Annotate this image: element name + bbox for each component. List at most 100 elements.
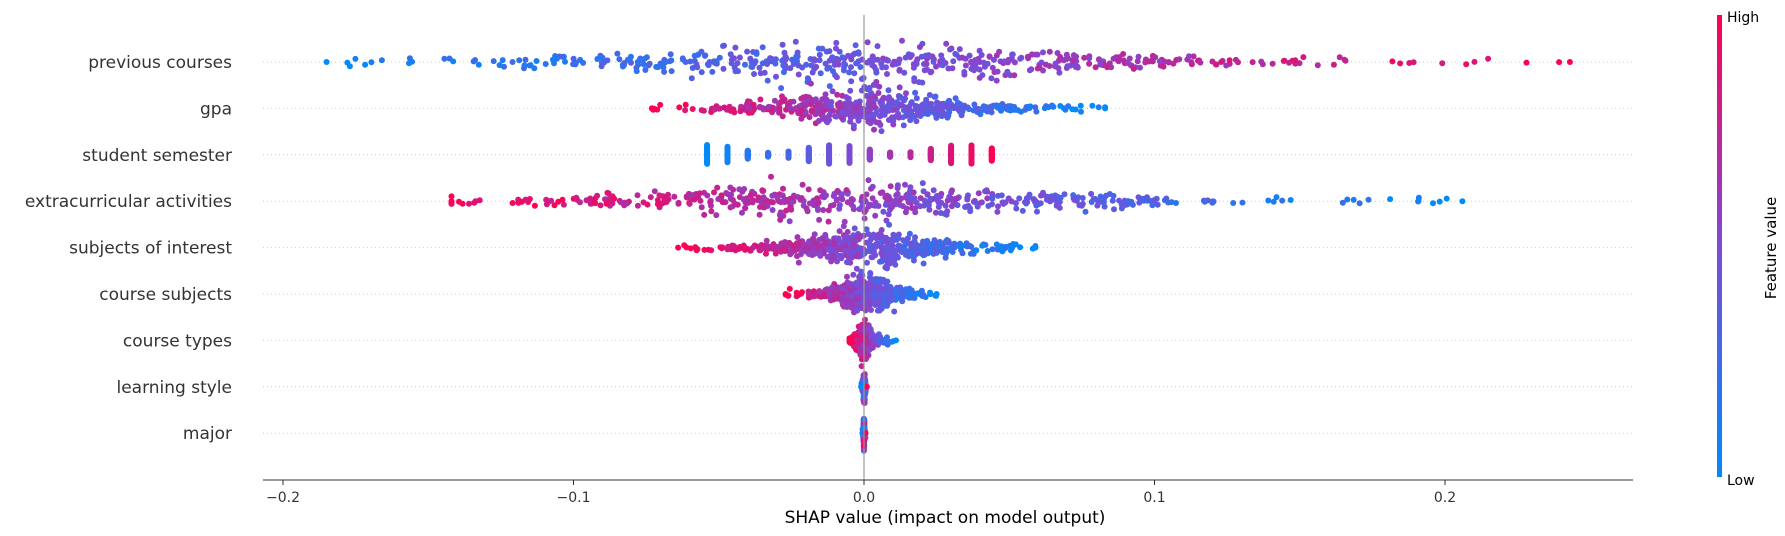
shap-point bbox=[822, 60, 829, 67]
shap-point bbox=[701, 211, 708, 218]
shap-point bbox=[760, 194, 767, 201]
shap-point bbox=[887, 183, 894, 190]
shap-point bbox=[816, 57, 823, 64]
shap-point bbox=[1218, 59, 1225, 65]
shap-point bbox=[594, 56, 601, 62]
shap-point bbox=[624, 56, 631, 63]
shap-point bbox=[863, 226, 870, 233]
shap-point bbox=[814, 205, 821, 212]
shap-point bbox=[864, 59, 871, 66]
shap-point bbox=[713, 212, 720, 219]
feature-label: student semester bbox=[82, 146, 232, 166]
shap-point bbox=[901, 246, 908, 253]
shap-point bbox=[755, 194, 762, 201]
shap-point bbox=[509, 59, 516, 65]
shap-point bbox=[814, 245, 821, 252]
shap-point bbox=[1116, 54, 1123, 61]
shap-point bbox=[857, 64, 864, 70]
shap-point bbox=[809, 69, 816, 76]
shap-point bbox=[1471, 58, 1478, 65]
shap-point bbox=[780, 185, 786, 192]
shap-point bbox=[902, 240, 909, 247]
shap-point bbox=[996, 48, 1003, 55]
shap-point bbox=[884, 71, 890, 77]
shap-point bbox=[880, 303, 887, 310]
shap-point bbox=[771, 97, 778, 104]
shap-point bbox=[899, 37, 905, 44]
shap-point bbox=[896, 84, 903, 91]
shap-point bbox=[858, 383, 865, 390]
shap-point bbox=[753, 51, 760, 57]
shap-point bbox=[1102, 105, 1109, 112]
shap-point bbox=[1197, 59, 1204, 66]
shap-point bbox=[879, 100, 886, 107]
shap-point bbox=[933, 291, 940, 297]
shap-point bbox=[984, 195, 991, 202]
shap-point bbox=[805, 158, 812, 165]
shap-point bbox=[805, 186, 812, 193]
shap-point bbox=[930, 187, 937, 194]
shap-point bbox=[1057, 194, 1064, 201]
shap-point bbox=[845, 52, 852, 59]
shap-point bbox=[816, 51, 823, 58]
shap-point bbox=[647, 194, 654, 201]
shap-point bbox=[873, 278, 880, 285]
shap-point bbox=[817, 70, 824, 77]
x-tick-label: −0.2 bbox=[266, 490, 300, 506]
shap-point bbox=[869, 254, 876, 261]
shap-point bbox=[1110, 192, 1117, 199]
shap-point bbox=[808, 62, 815, 69]
shap-point bbox=[867, 201, 874, 208]
shap-point bbox=[323, 59, 330, 65]
shap-point bbox=[826, 160, 833, 167]
shap-point bbox=[1223, 62, 1230, 69]
shap-point bbox=[542, 61, 549, 67]
shap-point bbox=[998, 107, 1004, 114]
shap-point bbox=[759, 44, 766, 51]
shap-point bbox=[712, 60, 719, 66]
shap-point bbox=[696, 190, 703, 197]
shap-point bbox=[802, 103, 809, 109]
shap-point bbox=[875, 292, 881, 299]
shap-point bbox=[1092, 64, 1099, 71]
shap-point bbox=[1436, 198, 1443, 205]
shap-point bbox=[759, 187, 766, 194]
shap-point bbox=[939, 62, 946, 69]
shap-point bbox=[1230, 200, 1237, 206]
shap-point bbox=[877, 113, 884, 120]
shap-point bbox=[913, 58, 920, 65]
shap-point bbox=[661, 68, 668, 75]
shap-point bbox=[953, 51, 960, 58]
shap-point bbox=[1109, 197, 1116, 204]
shap-point bbox=[1086, 60, 1093, 67]
shap-point bbox=[882, 291, 888, 298]
shap-point bbox=[779, 41, 786, 48]
shap-point bbox=[1439, 60, 1446, 67]
shap-point bbox=[853, 253, 860, 260]
shap-point bbox=[1032, 244, 1039, 251]
shap-point bbox=[864, 259, 870, 266]
shap-point bbox=[826, 83, 833, 90]
shap-point bbox=[1040, 49, 1046, 56]
shap-point bbox=[986, 53, 993, 60]
shap-point bbox=[1069, 57, 1076, 64]
shap-point bbox=[1443, 195, 1450, 202]
shap-point bbox=[947, 46, 953, 53]
shap-point bbox=[1006, 57, 1013, 63]
shap-point bbox=[893, 293, 900, 300]
shap-point bbox=[978, 199, 984, 206]
shap-point bbox=[823, 48, 830, 55]
shap-point bbox=[522, 56, 529, 63]
shap-point bbox=[655, 200, 662, 207]
shap-point bbox=[1270, 198, 1277, 205]
shap-point bbox=[732, 200, 738, 207]
shap-point bbox=[949, 187, 955, 194]
shap-point bbox=[836, 48, 843, 55]
shap-point bbox=[1014, 107, 1021, 114]
shap-point bbox=[756, 211, 763, 218]
shap-point bbox=[1165, 59, 1172, 66]
shap-point bbox=[1033, 202, 1040, 209]
shap-point bbox=[448, 193, 455, 200]
shap-point bbox=[825, 246, 832, 252]
shap-point bbox=[829, 88, 836, 95]
